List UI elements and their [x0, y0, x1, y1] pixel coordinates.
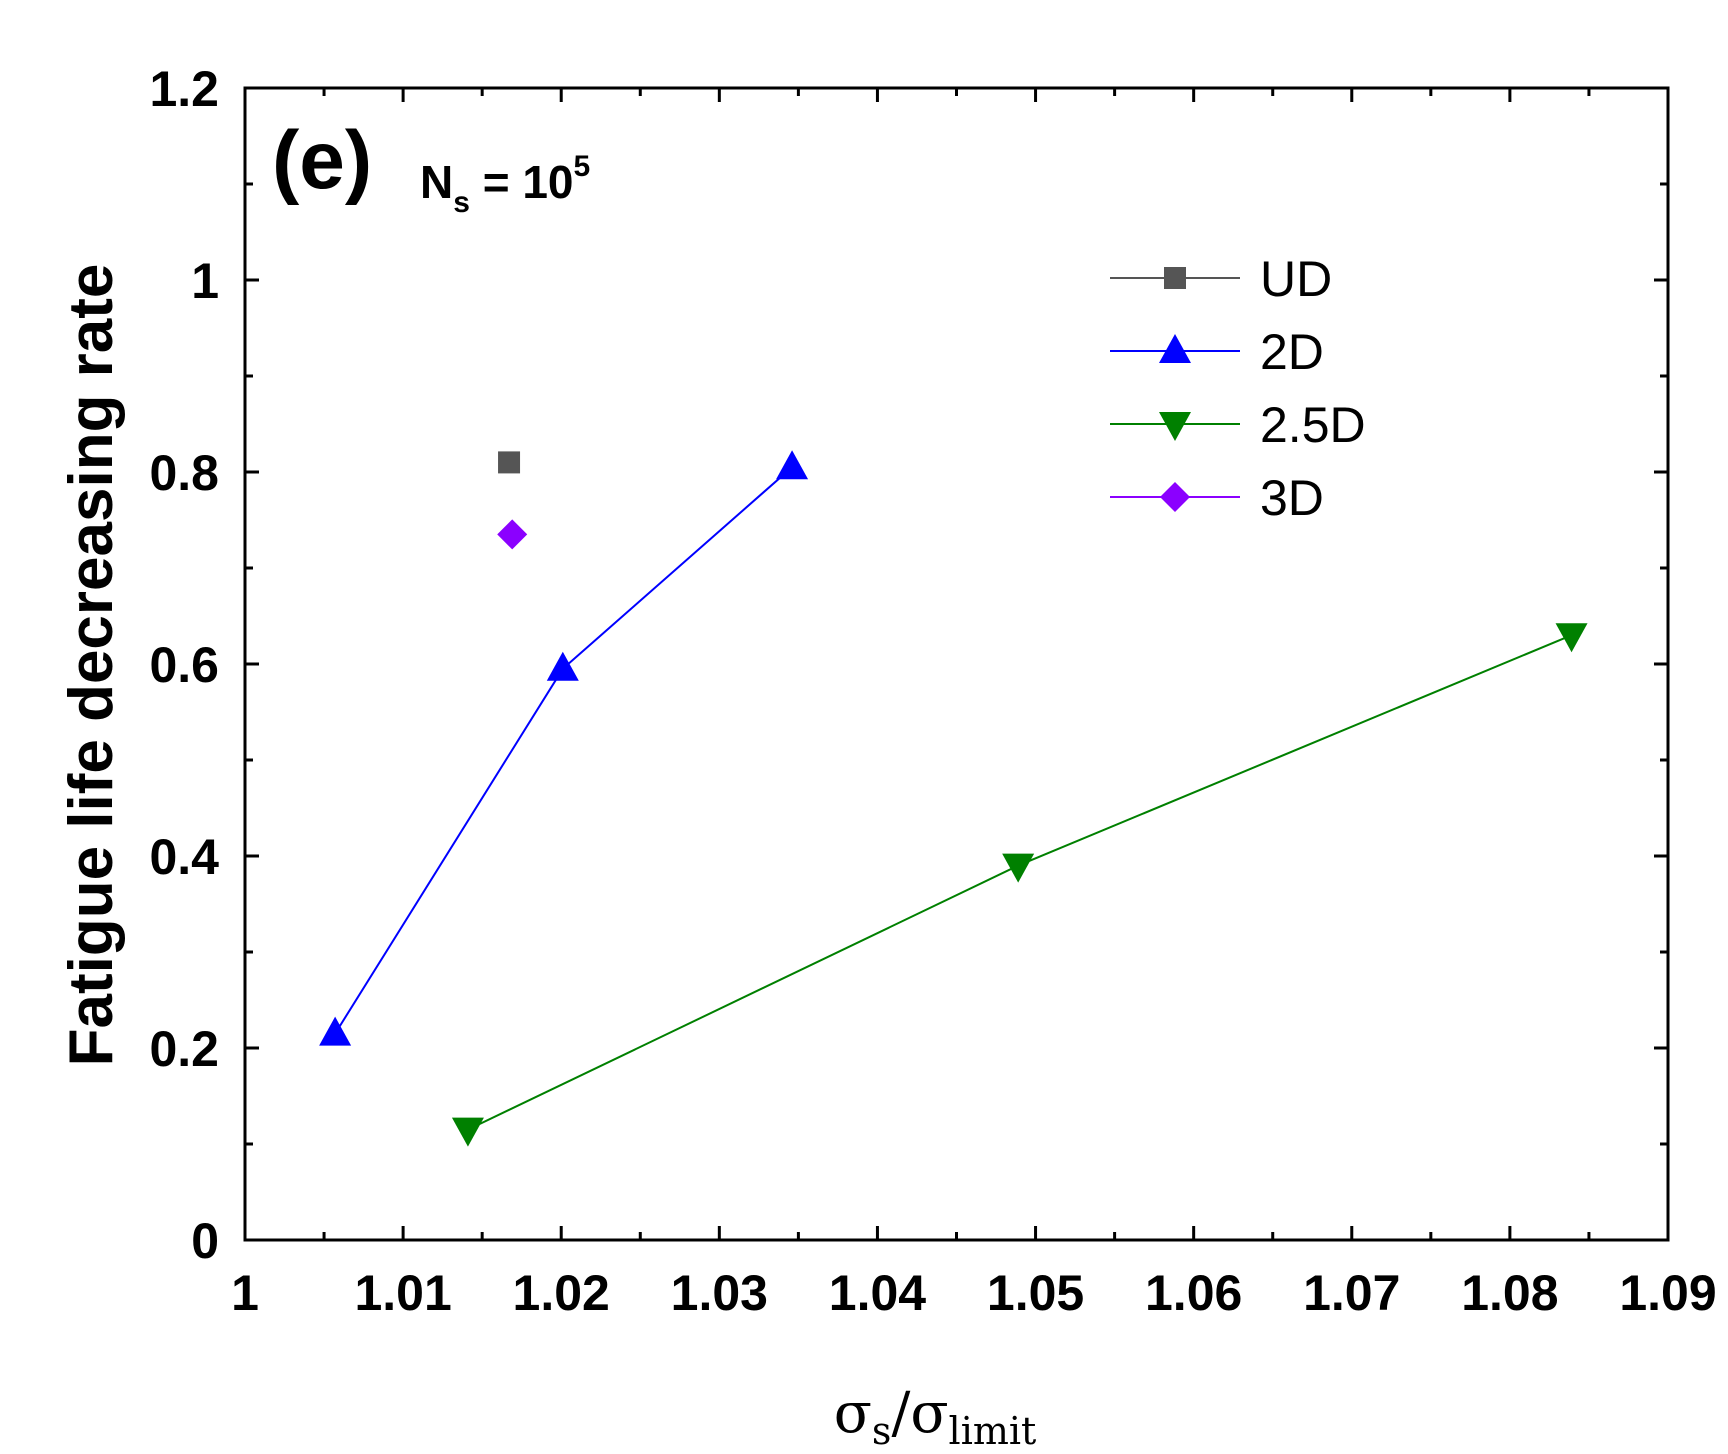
data-point-25d: [1002, 853, 1035, 883]
data-point-25d: [1555, 623, 1588, 653]
x-tick-label: 1: [231, 1265, 259, 1321]
legend-item-ud: UD: [1110, 251, 1332, 307]
legend-label: 3D: [1260, 470, 1324, 526]
x-label-slash: /: [891, 1381, 910, 1446]
x-tick-label: 1.07: [1303, 1265, 1400, 1321]
ns-equals: = 10: [470, 156, 574, 208]
legend-label: UD: [1260, 251, 1332, 307]
data-point-ud: [498, 451, 521, 474]
x-label-sub-s: s: [872, 1409, 892, 1453]
panel-label: (e): [272, 115, 372, 206]
series-layer: [319, 450, 1588, 1147]
y-tick-label: 0.6: [149, 637, 219, 693]
x-tick-label: 1.02: [513, 1265, 610, 1321]
legend-label: 2.5D: [1260, 397, 1366, 453]
legend: UD 2D 2.5D 3D: [1110, 251, 1366, 526]
legend-item-25d: 2.5D: [1110, 397, 1366, 453]
series-3d: [497, 519, 528, 550]
data-point-25d: [451, 1117, 484, 1147]
y-axis-label: Fatigue life decreasing rate: [57, 264, 126, 1067]
legend-item-3d: 3D: [1110, 470, 1324, 526]
y-tick-label: 0.8: [149, 445, 219, 501]
y-tick-label: 0.2: [149, 1021, 219, 1077]
legend-marker-25d: [1159, 412, 1191, 441]
legend-item-2d: 2D: [1110, 324, 1324, 380]
legend-marker-3d: [1160, 482, 1190, 512]
x-label-sub-limit: limit: [949, 1409, 1037, 1453]
x-tick-labels: 1 1.01 1.02 1.03 1.04 1.05 1.06 1.07 1.08 1.09: [231, 1265, 1717, 1321]
ns-base: N: [420, 156, 453, 208]
ns-superscript: 5: [574, 150, 591, 183]
series-ud: [498, 451, 521, 474]
x-tick-label: 1.03: [671, 1265, 768, 1321]
legend-marker-ud: [1164, 267, 1186, 289]
data-point-2d: [776, 450, 809, 480]
plot-frame: [243, 86, 1670, 1242]
legend-marker-2d: [1159, 334, 1191, 363]
y-tick-label: 1: [191, 253, 219, 309]
y-tick-labels: 0 0.2 0.4 0.6 0.8 1 1.2: [149, 61, 219, 1269]
legend-label: 2D: [1260, 324, 1324, 380]
data-point-3d: [497, 519, 528, 550]
series-25d: [451, 623, 1588, 1147]
series-line-2d: [334, 466, 793, 1035]
x-tick-label: 1.08: [1461, 1265, 1558, 1321]
x-axis-label: σs/σlimit: [834, 1381, 1037, 1453]
x-label-sigma: σ: [834, 1381, 872, 1446]
ns-subscript: s: [453, 186, 470, 219]
y-tick-label: 0.4: [149, 829, 219, 885]
y-tick-label: 0: [191, 1213, 219, 1269]
tick-marks: [243, 86, 1670, 1242]
series-2d: [319, 450, 809, 1046]
ns-annotation: Ns = 105: [420, 150, 590, 219]
data-point-2d: [546, 651, 579, 681]
data-point-2d: [319, 1016, 352, 1046]
x-tick-label: 1.05: [987, 1265, 1084, 1321]
x-label-sigma-2: σ: [910, 1381, 948, 1446]
y-tick-label: 1.2: [149, 61, 219, 117]
x-tick-label: 1.09: [1619, 1265, 1716, 1321]
x-tick-label: 1.06: [1145, 1265, 1242, 1321]
x-tick-label: 1.01: [354, 1265, 451, 1321]
series-line-25d: [467, 634, 1572, 1131]
x-tick-label: 1.04: [829, 1265, 927, 1321]
